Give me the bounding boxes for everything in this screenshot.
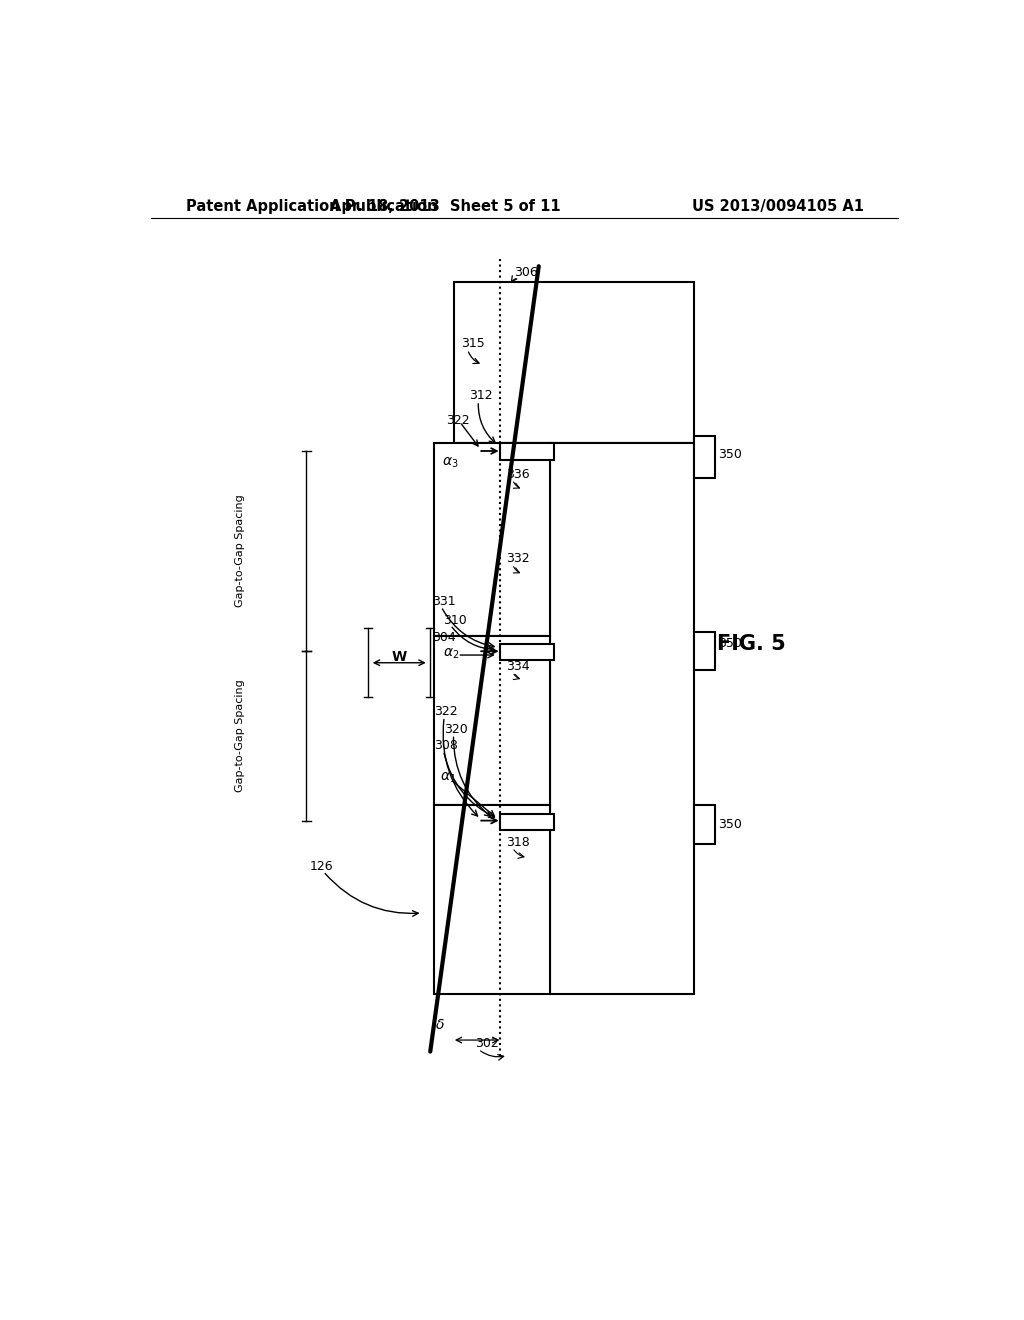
Text: 315: 315	[461, 337, 485, 350]
Text: $\alpha_3$: $\alpha_3$	[442, 455, 459, 470]
Text: 336: 336	[506, 467, 529, 480]
Text: W: W	[391, 651, 407, 664]
Text: 302: 302	[475, 1038, 499, 1051]
Text: 350: 350	[719, 449, 742, 462]
Bar	[500, 644, 554, 660]
Text: 304: 304	[432, 631, 457, 644]
Text: $\delta$: $\delta$	[434, 1018, 444, 1032]
Text: 126: 126	[310, 861, 334, 874]
Text: 312: 312	[469, 389, 493, 403]
Bar	[693, 805, 716, 843]
Text: Gap-to-Gap Spacing: Gap-to-Gap Spacing	[236, 680, 246, 792]
Text: 334: 334	[506, 660, 529, 673]
Text: 306: 306	[514, 265, 538, 279]
Text: 332: 332	[506, 552, 529, 565]
Text: 308: 308	[434, 739, 458, 751]
Text: 318: 318	[506, 836, 530, 849]
Text: 310: 310	[443, 614, 467, 627]
Text: US 2013/0094105 A1: US 2013/0094105 A1	[692, 198, 864, 214]
Bar	[434, 805, 550, 994]
Text: Apr. 18, 2013  Sheet 5 of 11: Apr. 18, 2013 Sheet 5 of 11	[331, 198, 561, 214]
Text: 322: 322	[445, 413, 469, 426]
Text: Patent Application Publication: Patent Application Publication	[186, 198, 437, 214]
Text: 320: 320	[444, 723, 468, 737]
Text: 350: 350	[719, 818, 742, 832]
Text: Gap-to-Gap Spacing: Gap-to-Gap Spacing	[236, 495, 246, 607]
Text: $\alpha_2$: $\alpha_2$	[443, 647, 460, 661]
Bar	[693, 632, 716, 671]
Bar	[454, 281, 693, 444]
Bar	[500, 814, 554, 830]
Bar	[500, 444, 554, 461]
Text: 350: 350	[719, 638, 742, 649]
Text: 322: 322	[434, 705, 458, 718]
Bar	[550, 444, 693, 994]
Bar	[434, 444, 550, 636]
Text: 331: 331	[432, 594, 457, 607]
Bar	[434, 636, 550, 805]
Bar	[693, 436, 716, 478]
Text: FIG. 5: FIG. 5	[717, 634, 785, 653]
Text: $\alpha_1$: $\alpha_1$	[439, 771, 456, 785]
